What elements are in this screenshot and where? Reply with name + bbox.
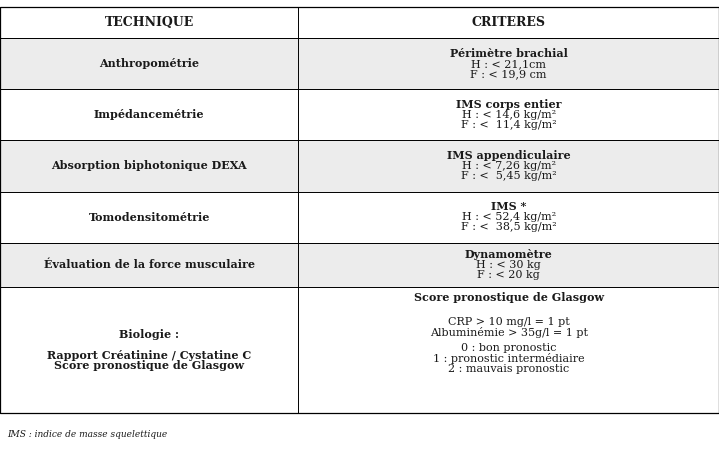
Text: Albuminémie > 35g/l = 1 pt: Albuminémie > 35g/l = 1 pt bbox=[430, 327, 587, 338]
Bar bbox=[0, 192, 719, 243]
Text: Périmètre brachial: Périmètre brachial bbox=[450, 48, 567, 59]
Bar bbox=[0, 243, 719, 287]
Bar bbox=[0, 287, 719, 413]
Bar bbox=[0, 140, 719, 192]
Text: 2 : mauvais pronostic: 2 : mauvais pronostic bbox=[448, 365, 569, 374]
Text: F : <  5,45 kg/m²: F : < 5,45 kg/m² bbox=[461, 171, 557, 181]
Text: Tomodensitométrie: Tomodensitométrie bbox=[88, 212, 210, 223]
Text: IMS : indice de masse squelettique: IMS : indice de masse squelettique bbox=[7, 430, 168, 439]
Text: F : < 19,9 cm: F : < 19,9 cm bbox=[470, 69, 547, 79]
Text: F : < 20 kg: F : < 20 kg bbox=[477, 270, 540, 280]
Text: Score pronostique de Glasgow: Score pronostique de Glasgow bbox=[54, 360, 244, 371]
Text: Évaluation de la force musculaire: Évaluation de la force musculaire bbox=[44, 259, 255, 270]
Text: IMS *: IMS * bbox=[491, 201, 526, 213]
Text: H : < 7,26 kg/m²: H : < 7,26 kg/m² bbox=[462, 161, 556, 171]
Bar bbox=[0, 7, 719, 38]
Text: CRITERES: CRITERES bbox=[472, 16, 546, 29]
Text: IMS corps entier: IMS corps entier bbox=[456, 99, 562, 110]
Text: Impédancemétrie: Impédancemétrie bbox=[94, 109, 204, 121]
Bar bbox=[0, 7, 719, 413]
Text: IMS appendiculaire: IMS appendiculaire bbox=[447, 150, 570, 161]
Text: Score pronostique de Glasgow: Score pronostique de Glasgow bbox=[413, 292, 604, 303]
Text: F : <  38,5 kg/m²: F : < 38,5 kg/m² bbox=[461, 222, 557, 232]
Bar bbox=[0, 38, 719, 90]
Text: Absorption biphotonique DEXA: Absorption biphotonique DEXA bbox=[51, 160, 247, 171]
Text: H : < 30 kg: H : < 30 kg bbox=[476, 260, 541, 270]
Text: TECHNIQUE: TECHNIQUE bbox=[104, 16, 194, 29]
Text: 0 : bon pronostic: 0 : bon pronostic bbox=[461, 343, 557, 353]
Text: 1 : pronostic intermédiaire: 1 : pronostic intermédiaire bbox=[433, 353, 585, 364]
Text: H : < 52,4 kg/m²: H : < 52,4 kg/m² bbox=[462, 212, 556, 222]
Text: Dynamomètre: Dynamomètre bbox=[464, 249, 553, 260]
Text: Rapport Créatinine / Cystatine C: Rapport Créatinine / Cystatine C bbox=[47, 350, 252, 361]
Text: H : < 14,6 kg/m²: H : < 14,6 kg/m² bbox=[462, 110, 556, 120]
Text: H : < 21,1cm: H : < 21,1cm bbox=[471, 59, 546, 69]
Text: F : <  11,4 kg/m²: F : < 11,4 kg/m² bbox=[461, 120, 557, 130]
Text: Anthropométrie: Anthropométrie bbox=[99, 58, 199, 69]
Text: Biologie :: Biologie : bbox=[119, 329, 179, 340]
Bar bbox=[0, 90, 719, 140]
Text: CRP > 10 mg/l = 1 pt: CRP > 10 mg/l = 1 pt bbox=[448, 316, 569, 327]
